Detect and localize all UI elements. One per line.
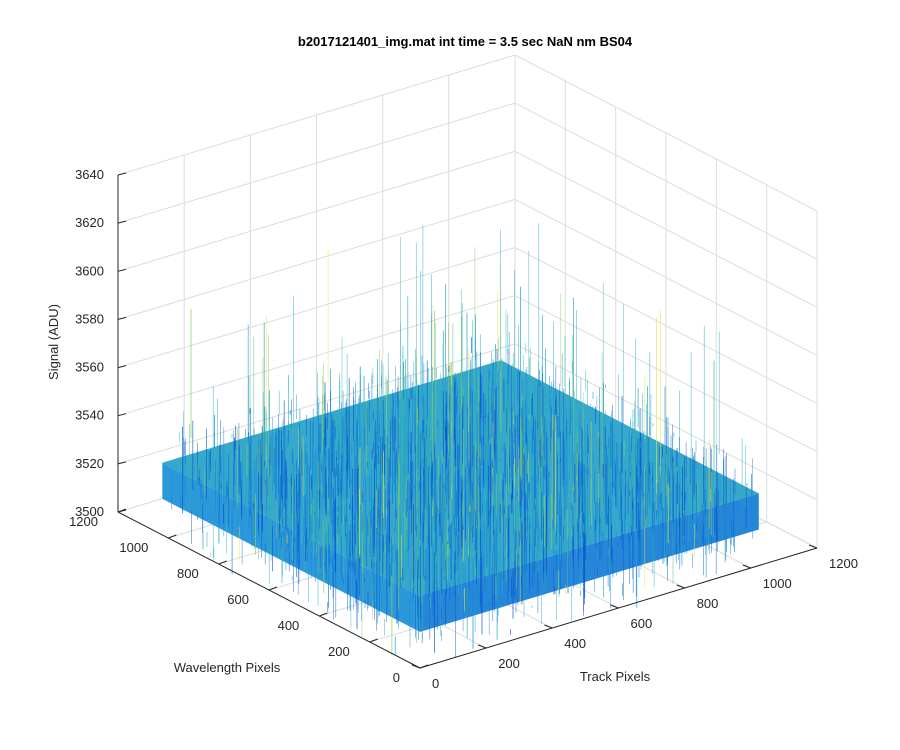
z-axis-label: Signal (ADU) bbox=[46, 304, 61, 380]
y-tick-label: 400 bbox=[278, 618, 300, 633]
x-axis-label: Track Pixels bbox=[580, 669, 651, 684]
z-tick-label: 3640 bbox=[75, 167, 104, 182]
z-tick-label: 3580 bbox=[75, 311, 104, 326]
y-tick-mark bbox=[218, 560, 227, 565]
wall-gridline-z bbox=[117, 295, 516, 417]
x-tick-label: 200 bbox=[498, 656, 520, 671]
x-tick-mark bbox=[411, 664, 421, 669]
wall-gridline-z bbox=[514, 102, 818, 260]
z-tick-mark bbox=[117, 365, 127, 369]
axes-frame bbox=[117, 172, 818, 669]
y-tick-mark bbox=[369, 638, 378, 643]
wall-gridline-z bbox=[117, 102, 516, 224]
x-tick-mark bbox=[742, 564, 751, 569]
x-tick-mark bbox=[808, 544, 818, 549]
x-tick-mark bbox=[676, 584, 685, 589]
z-tick-mark bbox=[117, 461, 127, 465]
x-tick-mark bbox=[544, 624, 553, 629]
tick-labels: 3500 3520 3540 3560 3580 3600 3620 3640 0 200 400 6… bbox=[69, 167, 858, 691]
chart-title: b2017121401_img.mat int time = 3.5 sec N… bbox=[298, 34, 633, 49]
y-tick-mark bbox=[319, 612, 328, 617]
wall-gridline-z bbox=[117, 247, 516, 369]
z-tick-label: 3520 bbox=[75, 456, 104, 471]
z-tick-label: 3500 bbox=[75, 504, 104, 519]
x-tick-label: 600 bbox=[631, 616, 653, 631]
x-tick-label: 0 bbox=[432, 676, 439, 691]
y-axis-label: Wavelength Pixels bbox=[174, 660, 281, 675]
y-tick-label: 1200 bbox=[69, 514, 98, 529]
wall-gridline-z bbox=[514, 247, 818, 405]
z-tick-mark bbox=[117, 316, 127, 320]
wall-gridline-z bbox=[514, 150, 818, 308]
x-tick-mark bbox=[610, 604, 619, 609]
y-tick-mark bbox=[419, 664, 429, 669]
wall-gridline-z bbox=[117, 198, 516, 320]
z-tick-label: 3600 bbox=[75, 263, 104, 278]
y-tick-label: 600 bbox=[227, 592, 249, 607]
z-tick-label: 3540 bbox=[75, 408, 104, 423]
surface-top-face bbox=[162, 360, 759, 596]
x-tick-label: 800 bbox=[697, 596, 719, 611]
wall-gridline-z bbox=[514, 198, 818, 356]
z-tick-mark bbox=[117, 220, 127, 224]
wall-gridline-z bbox=[117, 150, 516, 272]
surface-left-face bbox=[162, 462, 421, 632]
z-tick-label: 3560 bbox=[75, 360, 104, 375]
x-tick-label: 1000 bbox=[763, 576, 792, 591]
y-tick-label: 200 bbox=[328, 644, 350, 659]
surface-front-face bbox=[420, 493, 759, 632]
z-tick-mark bbox=[117, 268, 127, 272]
z-tick-label: 3620 bbox=[75, 215, 104, 230]
wall-gridline-z bbox=[117, 54, 516, 176]
y-tick-mark bbox=[268, 586, 278, 591]
y-tick-label: 1000 bbox=[119, 540, 148, 555]
x-tick-mark bbox=[478, 644, 487, 649]
y-tick-label: 0 bbox=[393, 670, 400, 685]
z-tick-mark bbox=[117, 413, 127, 417]
y-tick-mark bbox=[168, 534, 177, 539]
y-tick-label: 800 bbox=[177, 566, 199, 581]
wall-gridline-z bbox=[514, 343, 818, 501]
x-tick-label: 1200 bbox=[829, 556, 858, 571]
wall-gridline-z bbox=[514, 54, 818, 212]
wall-gridline-z bbox=[514, 295, 818, 453]
z-tick-mark bbox=[117, 172, 127, 176]
x-tick-label: 400 bbox=[564, 636, 586, 651]
y-tick-mark bbox=[117, 508, 127, 513]
surface-data bbox=[162, 223, 759, 657]
